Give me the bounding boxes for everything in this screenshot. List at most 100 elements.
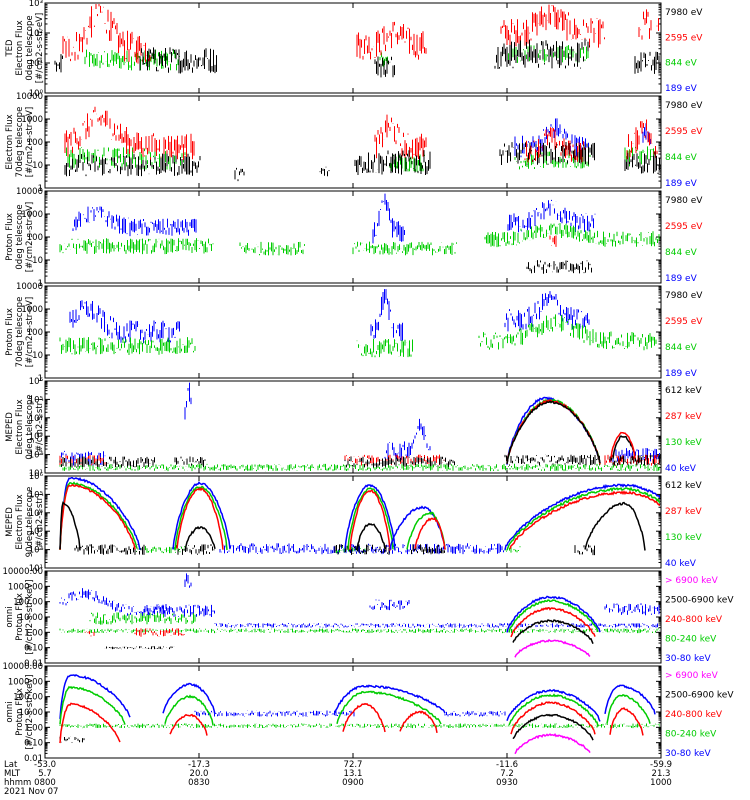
y-tick-label: 100.00 [13,598,43,608]
y-axis-label-line: Electron Flux [15,494,25,549]
y-tick-label: 10² [29,546,43,556]
arc-line [176,486,224,550]
legend-entry: 287 keV [665,412,702,422]
panel-frame [44,570,662,664]
legend-entry: 287 keV [665,507,702,517]
y-tick-label: 10 [32,351,43,361]
y-tick-label: 10000 [16,92,43,102]
y-tick-label: 0.10 [24,644,43,654]
series [69,289,590,344]
y-tick-label: 1 [38,374,43,384]
panel-5: 10¹ 10² 10³ 10⁴ 10⁵ 10⁶ MEPED Electron Flux 0deg… [5,377,702,479]
legend-entry: 7980 eV [665,196,703,206]
y-axis-label-line: 70deg telescope [15,107,25,178]
legend-entry: 2595 eV [665,317,703,327]
legend-entry: 844 eV [665,248,698,258]
y-axis-label: Proton Flux 0deg telescope [#/cm2-s-str-eV… [5,202,35,272]
y-axis-label-line: MEPED [5,507,15,537]
y-tick-label: 10000 [16,282,43,292]
legend-entry: 40 keV [665,464,697,474]
y-axis-label-line: [#/cm2-s-str-eV] [25,107,35,177]
y-tick-label: 100 [27,233,43,243]
y-axis-label: MEPED Electron Flux 90deg telescope [#/cm2-… [5,487,45,558]
series [549,235,557,247]
arc-line [349,489,391,551]
arc-line [506,400,601,464]
y-tick-label: 10⁰ [29,89,44,99]
y-axis-label-line: omni [5,606,15,627]
legend-entry: 189 eV [665,369,698,379]
plot-area [59,382,660,472]
legend-entry: 2595 eV [665,33,703,43]
legend-entry: 2595 eV [665,222,703,232]
legend-entry: 612 keV [665,386,702,396]
arc-line [506,486,660,551]
arc-line [504,483,660,551]
y-tick-label: 10⁵ [29,490,43,500]
y-tick-label: 100 [27,138,43,148]
legend-entry: 612 keV [665,481,702,491]
arc-line [506,398,601,465]
series [74,544,595,556]
legend-entry: 30-80 keV [665,654,711,664]
series [64,106,658,163]
arc-line [344,484,396,551]
arc-line [184,525,216,551]
series [59,382,660,466]
plot-area [59,193,660,274]
series [59,573,660,628]
arc-line [59,477,141,550]
y-axis-label-line: [#/cm2-s-str-eV] [35,13,45,83]
y-tick-label: 10.00 [19,613,43,623]
series [59,223,660,256]
y-axis-label: Proton Flux 70deg telescope [#/cm2-s-str-e… [5,297,35,368]
plot-area [59,477,660,556]
y-tick-label: 1.00 [24,628,43,638]
legend-entry: 189 eV [665,84,698,94]
panel-frame [44,380,662,474]
y-axis-label: MEPED Electron Flux 0deg telescope [#/cm2-s… [5,394,45,459]
plot-area [59,289,657,358]
y-axis-label-line: 70deg telescope [15,297,25,368]
y-tick-label: 10⁴ [29,414,44,424]
y-axis-label-line: Electron Flux [15,399,25,454]
panel-2: 1 10 100 1000 10000 Electron Flux 70deg telesc… [5,92,703,194]
y-axis-label-line: [#/cm2-s-str-eV] [25,297,35,367]
panel-6: 10¹ 10² 10³ 10⁴ 10⁵ 10⁶ MEPED Electron Flux 90de… [5,472,702,574]
y-tick-label: 10 [32,161,43,171]
y-tick-label: 10¹ [29,59,43,69]
plot-area [54,4,660,78]
y-axis-label-line: [#/cm2-s-str-keV] [25,580,35,655]
arc-line [174,485,228,551]
legend-entry: 2500-6900 keV [665,596,734,606]
y-tick-label: 1 [38,279,43,289]
y-tick-label: 10² [29,29,43,39]
y-tick-label: 1000 [21,210,43,220]
y-axis-label-line: [#/cm2-s-str] [35,494,45,551]
plot-area [59,573,660,658]
arc-line [509,490,660,550]
y-tick-label: 10000 [16,187,43,197]
arc-line [406,511,446,550]
arc-line [610,431,636,459]
y-axis-label: TED Electron Flux 0deg telescope [#/cm2-s-s… [5,13,45,83]
y-tick-label: 1000.00 [8,582,43,592]
legend-entry: 40 keV [665,559,697,569]
panel-4: 1 10 100 1000 10000 Proton Flux 70deg telescop… [5,282,703,384]
y-tick-label: 10⁵ [29,395,43,405]
legend-entry: 844 eV [665,343,698,353]
y-axis-label-line: Electron Flux [15,20,25,75]
y-axis-label-line: Proton Flux [15,593,25,641]
series [72,193,596,244]
arc-line [59,501,81,551]
panel-3: 1 10 100 1000 10000 Proton Flux 0deg telescope… [5,187,703,289]
series [54,39,660,78]
legend-entry: 130 keV [665,533,702,543]
y-tick-label: 10³ [29,527,43,537]
y-axis-label-line: TED [5,39,15,58]
series [59,314,657,358]
y-axis-label-line: MEPED [5,412,15,442]
y-tick-label: 10⁴ [29,509,44,519]
y-tick-label: 10¹ [29,469,43,479]
y-tick-label: 0.01 [24,659,43,669]
